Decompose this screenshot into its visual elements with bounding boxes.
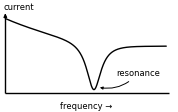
- Text: frequency →: frequency →: [60, 101, 112, 110]
- Text: resonance: resonance: [101, 69, 160, 89]
- Text: current: current: [4, 3, 34, 12]
